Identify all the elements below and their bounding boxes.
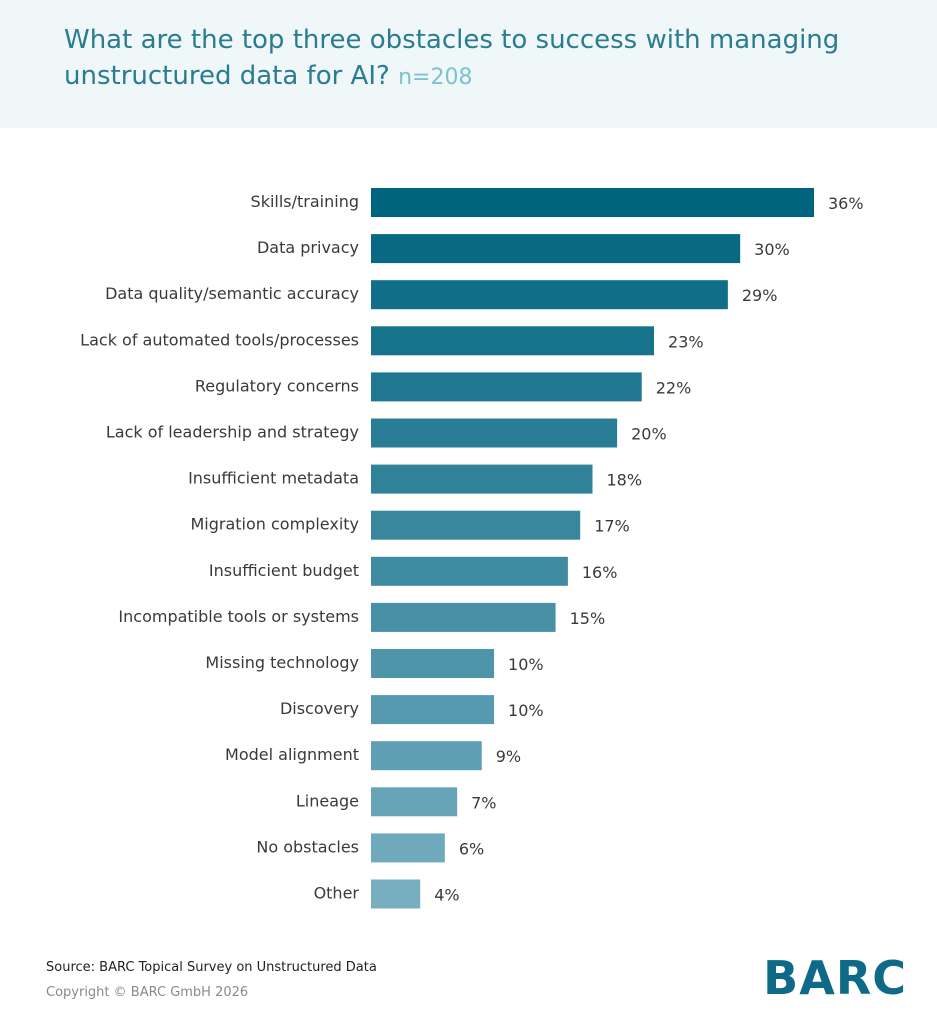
category-label: No obstacles (256, 837, 359, 856)
value-label: 10% (508, 655, 544, 674)
value-label: 6% (459, 839, 484, 858)
category-label: Lineage (296, 791, 359, 810)
category-label: Insufficient metadata (188, 469, 359, 488)
value-label: 22% (656, 378, 692, 397)
chart-title: What are the top three obstacles to succ… (64, 22, 884, 96)
value-label: 9% (496, 747, 521, 766)
bar (371, 787, 458, 817)
value-label: 18% (607, 471, 643, 490)
category-label: Model alignment (225, 745, 359, 764)
chart-header: What are the top three obstacles to succ… (0, 0, 937, 128)
bar (371, 833, 445, 863)
value-label: 17% (594, 517, 630, 536)
chart-title-text: What are the top three obstacles to succ… (64, 25, 840, 91)
bar (371, 741, 482, 771)
barc-logo: BARC (763, 951, 907, 1005)
category-label: Discovery (280, 699, 359, 718)
bar (371, 464, 593, 494)
value-label: 4% (434, 886, 459, 905)
sample-size: n=208 (398, 65, 473, 90)
bar (371, 602, 556, 632)
category-label: Lack of leadership and strategy (106, 423, 359, 442)
bar (371, 280, 728, 310)
category-label: Data quality/semantic accuracy (105, 284, 359, 303)
bar (371, 326, 655, 356)
category-label: Migration complexity (190, 515, 359, 534)
category-label: Insufficient budget (209, 561, 359, 580)
category-label: Regulatory concerns (195, 376, 359, 395)
value-label: 7% (471, 793, 496, 812)
source-note: Source: BARC Topical Survey on Unstructu… (46, 960, 377, 975)
value-label: 20% (631, 425, 667, 444)
bar (371, 234, 741, 264)
value-label: 36% (828, 194, 864, 213)
category-label: Incompatible tools or systems (118, 607, 359, 626)
category-label: Other (314, 884, 360, 903)
bar (371, 695, 495, 725)
bar-chart: Skills/training 36% Data privacy 30% Data qu… (80, 188, 864, 909)
category-label: Skills/training (251, 192, 359, 211)
category-label: Data privacy (257, 238, 359, 257)
bar (371, 372, 642, 402)
value-label: 23% (668, 332, 704, 351)
bar (371, 649, 495, 678)
bar (371, 188, 814, 217)
bar (371, 510, 581, 540)
value-label: 30% (754, 240, 790, 259)
value-label: 16% (582, 563, 618, 582)
bar (371, 418, 618, 448)
copyright-note: Copyright © BARC GmbH 2026 (46, 985, 249, 1000)
value-label: 10% (508, 701, 544, 720)
bar (371, 879, 421, 909)
category-label: Missing technology (205, 653, 359, 672)
bar (371, 556, 568, 586)
value-label: 15% (570, 609, 606, 628)
category-label: Lack of automated tools/processes (80, 330, 359, 349)
value-label: 29% (742, 286, 778, 305)
